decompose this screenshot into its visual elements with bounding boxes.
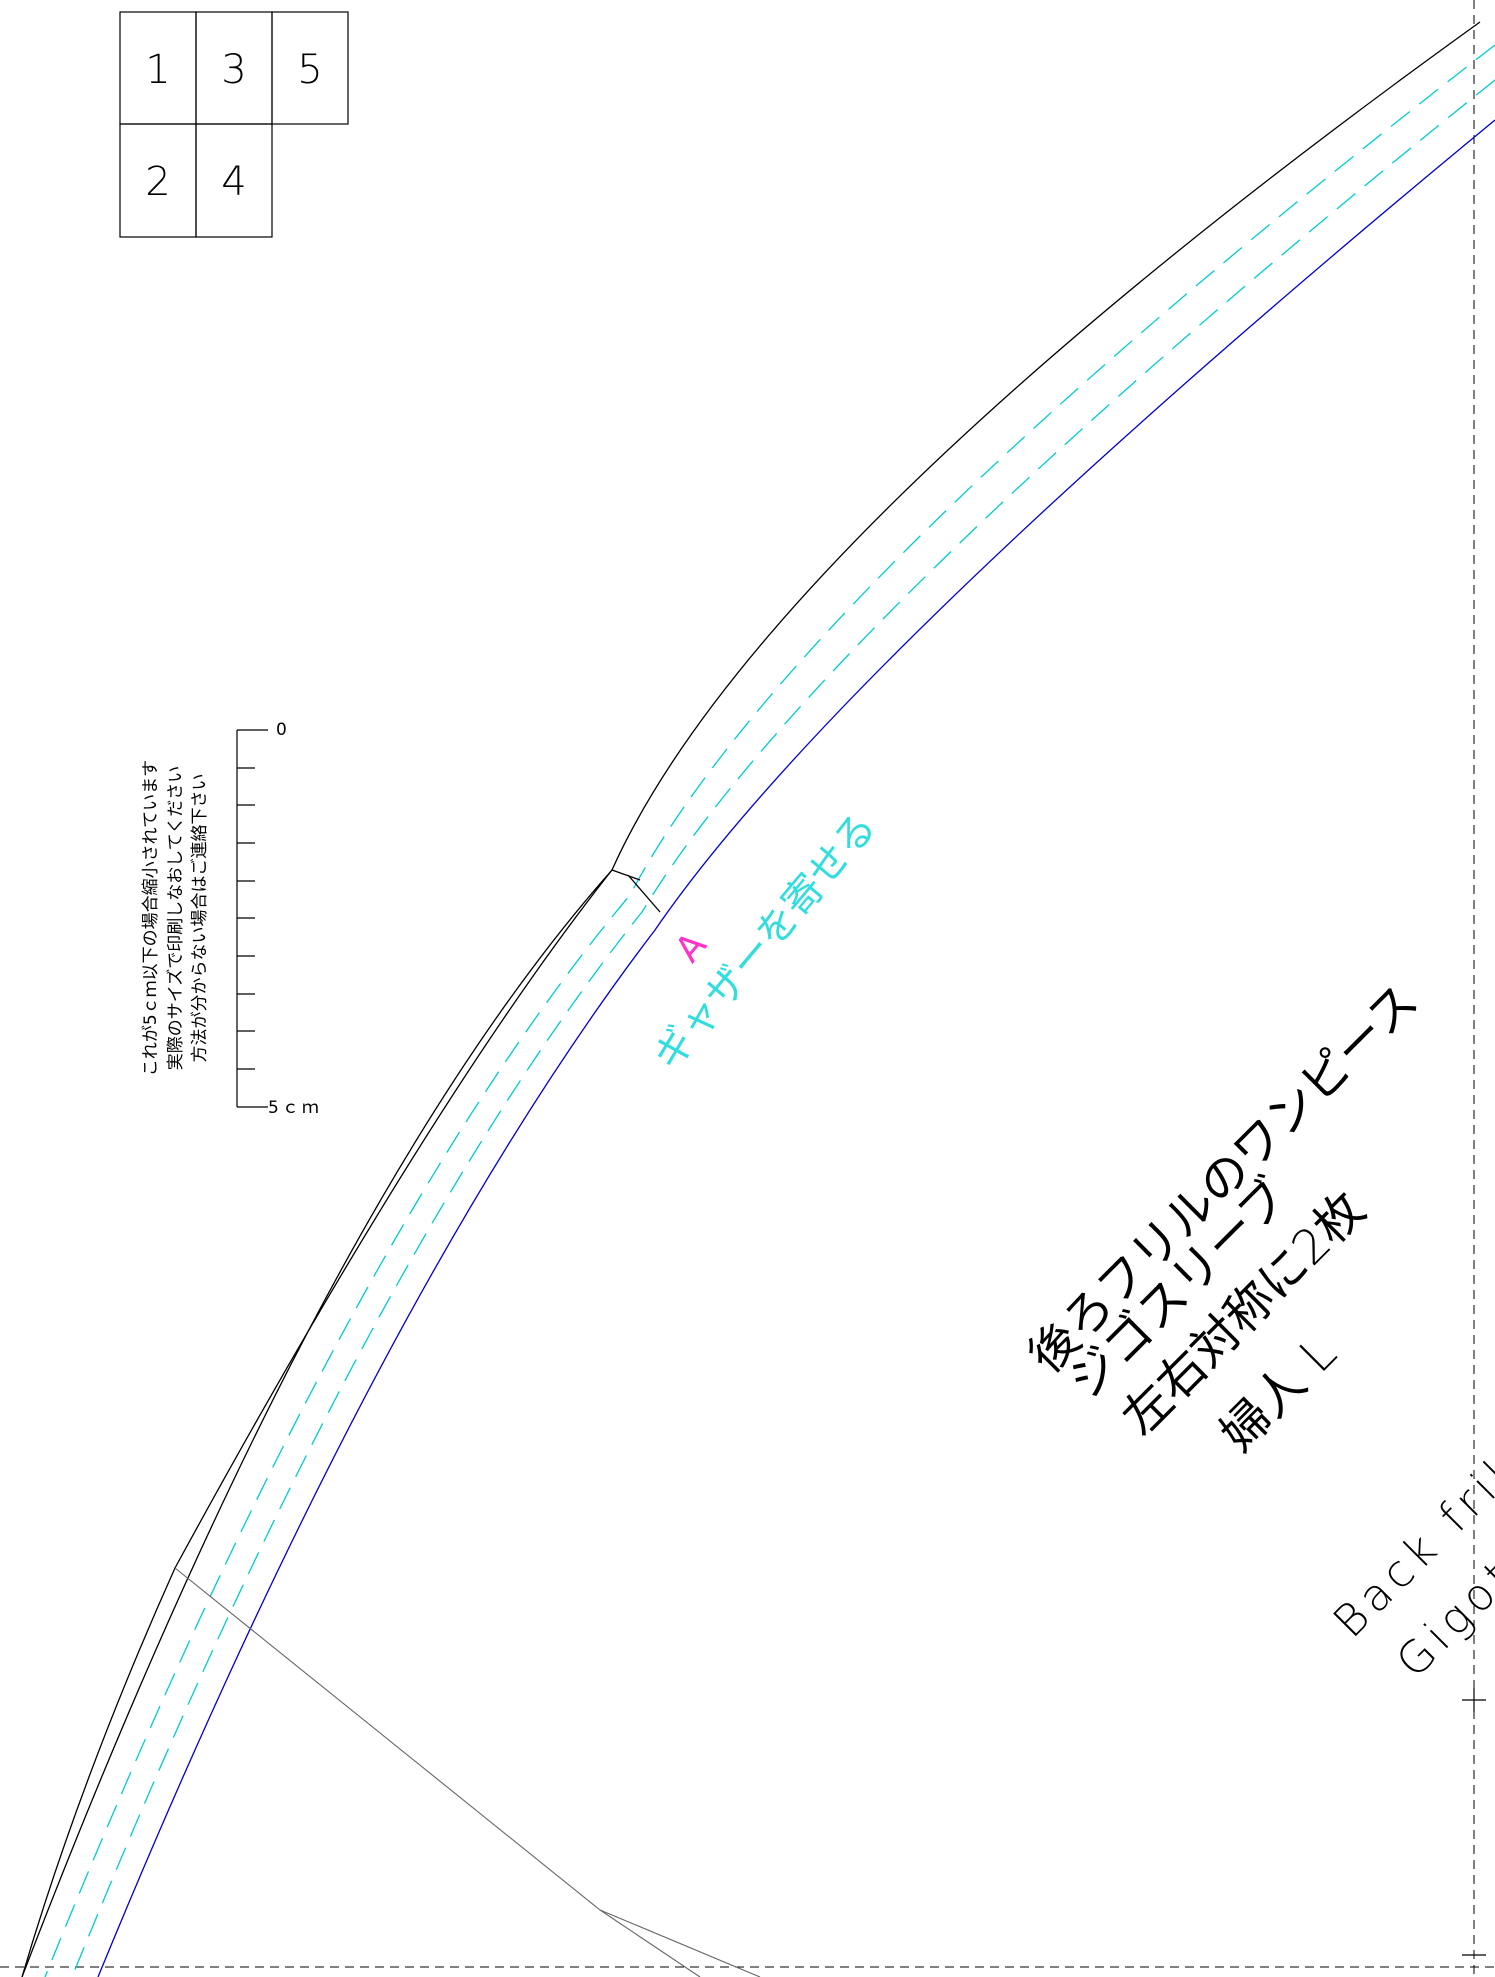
- cut-line: [21, 21, 1481, 1977]
- pattern-piece: [21, 21, 1495, 1977]
- pattern-title-block: 後ろフリルのワンピース ジゴスリーブ 左右対称に2枚 婦人 L: [1018, 973, 1429, 1462]
- page-cell-5: 5: [297, 47, 322, 93]
- seam-line: [97, 119, 1495, 1977]
- grain-guide-lines: [174, 1567, 761, 1977]
- scale-note: これが5ｃｍ以下の場合縮小されています 実際のサイズで印刷しなおしてください 方…: [141, 760, 210, 1076]
- scale-note-line-1: これが5ｃｍ以下の場合縮小されています: [141, 760, 161, 1076]
- page-index-labels: 1 3 5 2 4: [145, 47, 322, 205]
- english-title-block: Back frill Gigot: [1324, 1435, 1495, 1688]
- page-cell-2: 2: [145, 159, 170, 205]
- stitch-line-outer: [44, 44, 1495, 1977]
- notch-mark: [611, 869, 661, 913]
- page-index-grid: [119, 11, 349, 238]
- page-cell-3: 3: [221, 47, 246, 93]
- scale-zero-label: 0: [276, 720, 287, 740]
- scale-ruler: [236, 729, 268, 1108]
- notch-label-a: A: [668, 925, 715, 971]
- page-cell-4: 4: [221, 159, 246, 205]
- inner-cut-line: [21, 869, 613, 1977]
- registration-marks: [1462, 1688, 1486, 1956]
- page-cell-1: 1: [145, 47, 170, 93]
- scale-end-label: 5ｃｍ: [268, 1098, 322, 1118]
- scale-note-line-2: 実際のサイズで印刷しなおしてください: [166, 766, 186, 1070]
- stitch-line-inner: [71, 79, 1495, 1977]
- scale-note-line-3: 方法が分からない場合はご連絡下さい: [190, 774, 210, 1063]
